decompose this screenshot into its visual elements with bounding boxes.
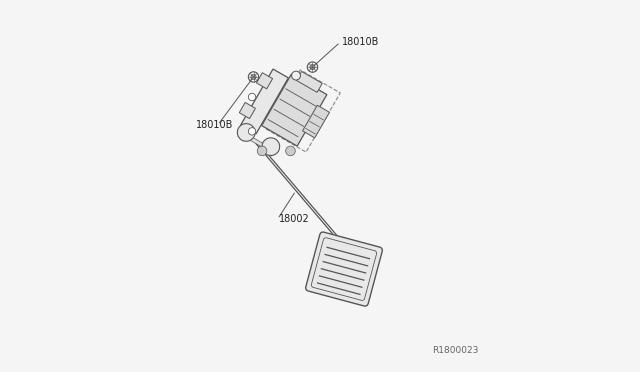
Circle shape <box>257 146 267 156</box>
Bar <box>239 102 255 119</box>
Bar <box>266 70 340 152</box>
Text: 18010B: 18010B <box>342 37 380 47</box>
Circle shape <box>237 124 255 141</box>
Text: R1800023: R1800023 <box>433 346 479 355</box>
Bar <box>296 71 323 92</box>
Circle shape <box>262 138 280 155</box>
Bar <box>257 73 273 89</box>
Circle shape <box>292 71 300 80</box>
Circle shape <box>251 74 256 80</box>
Circle shape <box>310 64 315 70</box>
Circle shape <box>307 62 317 72</box>
Circle shape <box>248 128 256 135</box>
Bar <box>241 69 289 134</box>
Bar <box>244 134 270 151</box>
Circle shape <box>248 72 259 82</box>
Circle shape <box>285 146 295 156</box>
Bar <box>303 105 330 138</box>
FancyBboxPatch shape <box>306 232 382 306</box>
Text: 18010B: 18010B <box>196 120 234 130</box>
Circle shape <box>248 93 256 101</box>
FancyBboxPatch shape <box>262 74 327 146</box>
Text: 18002: 18002 <box>280 214 310 224</box>
